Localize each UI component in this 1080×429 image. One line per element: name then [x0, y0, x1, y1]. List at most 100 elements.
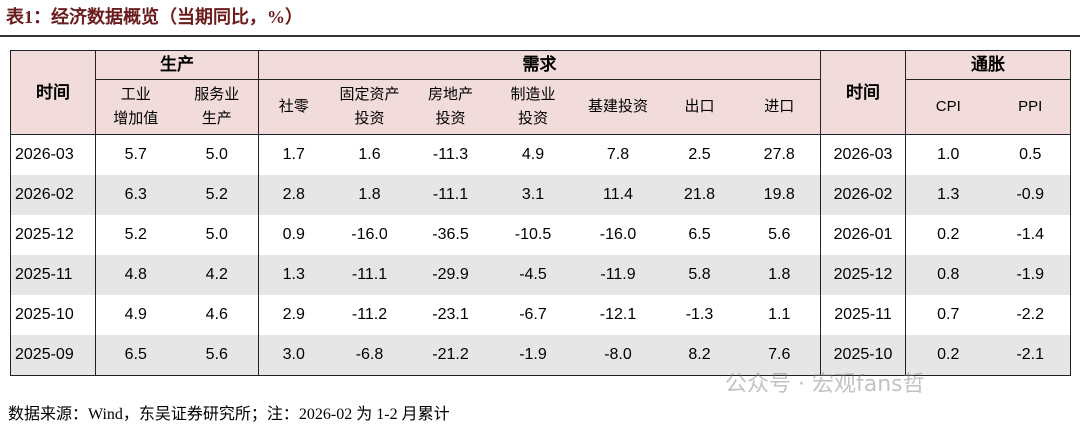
title-rule: [0, 35, 1080, 37]
table-row: 2025-12 5.2 5.0 0.9 -16.0 -36.5 -10.5 -16.0 6.5 5…: [10, 215, 1071, 255]
column-header: 出口: [660, 79, 739, 135]
header-row: 工业 增加值 服务业 生产 社零 固定资产 投资 房地产 投资 制造业 投资 基建投资 出口进…: [11, 79, 1071, 135]
data-table: 时间 生产 需求 时间 通胀 工业 增加值 服务业 生产 社零 固定资产 投资 房地产 投资 制造业…: [10, 50, 1071, 376]
table-cell: 4.8: [95, 255, 176, 295]
table-row: 2025-11 4.8 4.2 1.3 -11.1 -29.9 -4.5 -11.9 5.8 1.…: [10, 255, 1071, 295]
table-cell: -8.0: [575, 335, 661, 376]
table-cell: 19.8: [738, 175, 821, 215]
table-cell: -6.7: [519, 306, 547, 323]
table-title: 表1：经济数据概览（当期同比，%）: [6, 7, 303, 27]
table-cell: -10.5: [514, 226, 552, 243]
table-cell: -11.2: [351, 306, 388, 323]
table-cell: -11.9: [575, 255, 661, 295]
table-cell: 1.0: [905, 134, 991, 175]
column-header: 房地产 投资: [410, 79, 491, 135]
table-row: 2026-03 5.7 5.0 1.7 1.6 -11.3 4.9 7.8 2.5 27.8 202…: [10, 134, 1071, 175]
table-cell: 5.2: [124, 226, 147, 243]
table-cell: 2025-12: [10, 215, 96, 255]
table-cell: -1.9: [990, 255, 1071, 295]
table-cell: 2026-01: [820, 215, 906, 255]
column-header: 进口: [738, 79, 821, 135]
table-cell: -1.3: [685, 306, 714, 323]
table-body: 2026-03 5.7 5.0 1.7 1.6 -11.3 4.9 7.8 2.5 27.8 202…: [10, 134, 1071, 376]
header-row: 时间 生产 需求 时间 通胀: [10, 50, 1071, 135]
table-header: 时间 生产 需求 时间 通胀 工业 增加值 服务业 生产 社零 固定资产 投资 房地产 投资 制造业…: [10, 50, 1071, 135]
table-cell: 5.0: [175, 215, 259, 255]
table-cell: 6.5: [688, 226, 711, 243]
table-cell: 21.8: [660, 175, 739, 215]
table-cell: 0.9: [282, 226, 305, 243]
table-cell: 2025-10: [10, 295, 96, 335]
table-cell: 7.6: [738, 335, 821, 376]
table-cell: 4.9: [124, 306, 147, 323]
table-cell: 5.0: [175, 134, 259, 175]
table-cell: -6.8: [328, 335, 411, 376]
table-cell: 3.0: [258, 335, 329, 376]
table-cell: -12.1: [599, 306, 637, 323]
column-header: 服务业 生产: [175, 79, 259, 135]
table-cell: 27.8: [738, 134, 821, 175]
table-cell: 2025-10: [820, 335, 906, 376]
table-cell: -4.5: [490, 255, 576, 295]
table-cell: -21.2: [410, 335, 491, 376]
table-cell: 7.8: [575, 134, 661, 175]
column-header: 固定资产 投资: [328, 79, 411, 135]
watermark: 公众号 · 宏观fans哲: [725, 372, 925, 397]
table-cell: -11.1: [410, 175, 491, 215]
table-cell: -11.1: [328, 255, 411, 295]
table-cell: 1.8: [738, 255, 821, 295]
table-cell: 2025-12: [820, 255, 906, 295]
table-cell: 2026-03: [10, 134, 96, 175]
table-cell: 4.6: [175, 295, 259, 335]
column-header: 制造业 投资: [490, 79, 576, 135]
table-cell: 8.2: [660, 335, 739, 376]
column-header: 基建投资: [575, 79, 661, 135]
table-cell: 4.9: [490, 134, 576, 175]
table-cell: -23.1: [432, 306, 469, 323]
table-cell: 3.1: [490, 175, 576, 215]
table-cell: -1.4: [1016, 226, 1045, 243]
column-header: 社零: [258, 79, 329, 135]
table-cell: 1.3: [905, 175, 991, 215]
table-cell: 1.6: [328, 134, 411, 175]
table-cell: 11.4: [575, 175, 661, 215]
table-cell: 0.7: [937, 306, 960, 323]
table-row: 2025-10 4.9 4.6 2.9 -11.2 -23.1 -6.7 -12.1 -1.3 1…: [10, 295, 1071, 335]
table-cell: 0.5: [990, 134, 1071, 175]
table-cell: 0.2: [937, 226, 960, 243]
column-header: CPI: [905, 79, 991, 135]
group-header: 需求: [258, 50, 821, 80]
table-cell: 2.9: [282, 306, 305, 323]
table-cell: 2026-02: [10, 175, 96, 215]
group-header: 时间: [820, 50, 906, 135]
table-cell: 2026-02: [820, 175, 906, 215]
table-row: 2026-02 6.3 5.2 2.8 1.8 -11.1 3.1 11.4 21.8 19.8 2…: [10, 175, 1071, 215]
table-cell: 2025-11: [10, 255, 96, 295]
table-cell: -1.9: [490, 335, 576, 376]
table-cell: -11.3: [410, 134, 491, 175]
column-header: 工业 增加值: [95, 79, 176, 135]
table-cell: 2.5: [660, 134, 739, 175]
table-cell: 5.2: [175, 175, 259, 215]
table-cell: 2025-11: [820, 295, 906, 335]
table-cell: 1.3: [258, 255, 329, 295]
table-cell: 1.7: [258, 134, 329, 175]
table-row: 2025-09 6.5 5.6 3.0 -6.8 -21.2 -1.9 -8.0 8.2 7.6 2…: [10, 335, 1071, 376]
table-cell: -2.2: [1016, 306, 1045, 323]
table-cell: 6.5: [95, 335, 176, 376]
table-cell: 2026-03: [820, 134, 906, 175]
table-cell: 5.6: [175, 335, 259, 376]
table-cell: 1.8: [328, 175, 411, 215]
table-cell: 2025-09: [10, 335, 96, 376]
table-cell: 6.3: [95, 175, 176, 215]
group-header: 通胀: [905, 50, 1071, 80]
table-cell: 2.8: [258, 175, 329, 215]
table-cell: 0.8: [905, 255, 991, 295]
table-cell: -16.0: [599, 226, 637, 243]
table-cell: 5.6: [738, 215, 821, 255]
column-header: PPI: [990, 79, 1071, 135]
table-cell: 0.2: [905, 335, 991, 376]
table-cell: -36.5: [432, 226, 469, 243]
table-cell: 1.1: [738, 295, 821, 335]
